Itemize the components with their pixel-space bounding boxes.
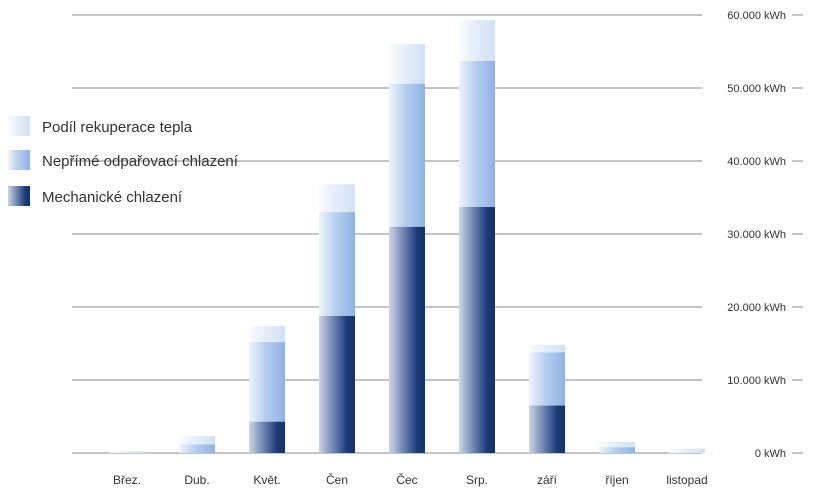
y-tick-label: 50.000 kWh — [727, 83, 786, 95]
bar-mechanical — [459, 206, 495, 453]
x-tick-label: Čen — [326, 472, 348, 487]
bar-mechanical — [389, 226, 425, 453]
x-tick-label: Květ. — [253, 473, 280, 487]
x-tick-label: Čec — [396, 472, 417, 487]
bar-indirect-evaporative — [389, 83, 425, 227]
y-tick-label: 40.000 kWh — [727, 156, 786, 168]
legend-swatch-mechanical — [8, 186, 30, 206]
x-axis-labels: Břez. Dub. Květ. Čen Čec Srp. září říjen listopa… — [113, 472, 708, 487]
bar-mechanical — [319, 315, 355, 453]
x-tick-label: Břez. — [113, 473, 141, 487]
x-tick-label: listopad — [666, 473, 707, 487]
y-axis-labels: 0 kWh 10.000 kWh 20.000 kWh 30.000 kWh 40.00… — [727, 10, 786, 460]
legend-swatch-heat-recovery — [8, 116, 30, 136]
y-tick-label: 20.000 kWh — [727, 302, 786, 314]
legend: Podíl rekuperace tepla Nepřímé odpařovac… — [8, 116, 239, 206]
bar-indirect-evaporative — [529, 352, 565, 406]
bar-heat-recovery — [459, 20, 495, 61]
legend-label-indirect-evaporative: Nepřímé odpařovací chlazení — [42, 153, 239, 170]
x-tick-label: září — [537, 473, 558, 487]
bar-heat-recovery — [669, 448, 705, 453]
x-tick-label: Srp. — [466, 473, 488, 487]
legend-swatch-indirect-evaporative — [8, 150, 30, 170]
y-tick-label: 30.000 kWh — [727, 229, 786, 241]
bars — [109, 20, 705, 453]
bar-indirect-evaporative — [249, 342, 285, 422]
bar-heat-recovery — [389, 44, 425, 84]
bar-mechanical — [249, 421, 285, 453]
y-tick-label: 0 kWh — [755, 448, 786, 460]
x-tick-label: Dub. — [184, 473, 209, 487]
bar-heat-recovery — [109, 451, 145, 453]
legend-label-mechanical: Mechanické chlazení — [42, 189, 183, 206]
y-tick-label: 10.000 kWh — [727, 375, 786, 387]
bar-indirect-evaporative — [599, 447, 635, 453]
bar-heat-recovery — [319, 184, 355, 213]
bar-indirect-evaporative — [459, 60, 495, 207]
bar-indirect-evaporative — [319, 212, 355, 316]
bar-heat-recovery — [249, 325, 285, 343]
y-tick-label: 60.000 kWh — [727, 10, 786, 22]
bar-heat-recovery — [529, 344, 565, 353]
bar-heat-recovery — [599, 442, 635, 448]
bar-mechanical — [529, 405, 565, 453]
grid-lines — [72, 14, 803, 454]
bar-indirect-evaporative — [179, 444, 215, 453]
legend-label-heat-recovery: Podíl rekuperace tepla — [42, 119, 193, 136]
x-tick-label: říjen — [605, 473, 628, 487]
bar-heat-recovery — [179, 436, 215, 445]
